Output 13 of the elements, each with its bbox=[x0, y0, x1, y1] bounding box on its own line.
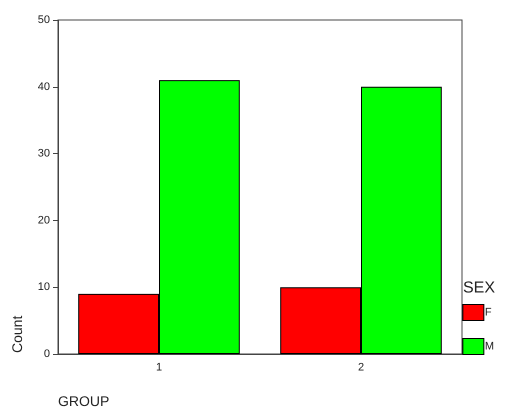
legend-label: M bbox=[484, 340, 494, 352]
x-tick-label: 1 bbox=[156, 362, 162, 374]
y-tick-label: 10 bbox=[38, 281, 50, 294]
legend-title: SEX bbox=[462, 280, 496, 296]
y-tick-label: 20 bbox=[38, 214, 50, 226]
x-tick-label: 2 bbox=[358, 362, 364, 374]
x-axis-title: GROUP bbox=[58, 393, 110, 409]
legend-label: F bbox=[484, 306, 492, 318]
y-tick-label: 30 bbox=[38, 148, 50, 160]
y-tick-label: 40 bbox=[38, 80, 50, 93]
y-tick-label: 0 bbox=[44, 348, 50, 360]
y-axis-title: Count bbox=[9, 316, 25, 353]
y-tick-label: 50 bbox=[38, 14, 50, 26]
